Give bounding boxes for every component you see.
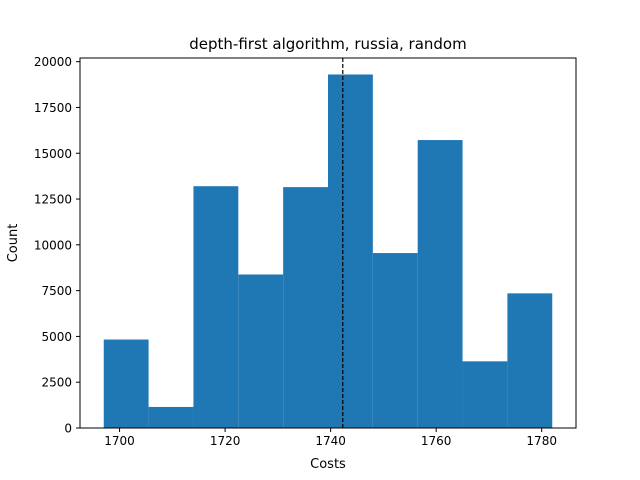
y-tick-label: 15000 (34, 147, 72, 161)
histogram-bar-1 (103, 339, 149, 428)
y-tick-label: 12500 (34, 193, 72, 207)
x-tick-label: 1740 (315, 434, 346, 448)
histogram-bar-6 (328, 74, 373, 429)
histogram-bar-3 (193, 186, 239, 428)
y-tick-label: 7500 (41, 284, 72, 298)
chart-title: depth-first algorithm, russia, random (189, 35, 466, 53)
histogram-bar-2 (148, 406, 194, 428)
y-tick-label: 17500 (34, 101, 72, 115)
histogram-bar-5 (283, 187, 328, 428)
histogram-bar-10 (507, 293, 553, 428)
y-tick-label: 0 (64, 422, 72, 436)
plot-frame (79, 57, 577, 429)
histogram-bar-9 (462, 361, 508, 428)
bars-group (103, 74, 553, 429)
x-axis-ticks: 1700 1720 1740 1760 1780 (104, 428, 557, 448)
y-axis-ticks: 0 2500 5000 7500 10000 12500 15000 17500 20000 (34, 55, 80, 436)
y-axis-label: Count (6, 224, 21, 263)
y-tick-label: 5000 (41, 330, 72, 344)
y-tick-label: 10000 (34, 238, 72, 252)
x-tick-label: 1760 (421, 434, 452, 448)
histogram-bar-8 (417, 140, 463, 428)
histogram-bar-7 (372, 253, 418, 428)
x-tick-label: 1720 (210, 434, 241, 448)
y-tick-label: 2500 (41, 376, 72, 390)
x-axis-label: Costs (310, 457, 346, 472)
x-tick-label: 1700 (104, 434, 135, 448)
x-tick-label: 1780 (526, 434, 557, 448)
histogram-bar-4 (238, 274, 284, 428)
y-tick-label: 20000 (34, 55, 72, 69)
